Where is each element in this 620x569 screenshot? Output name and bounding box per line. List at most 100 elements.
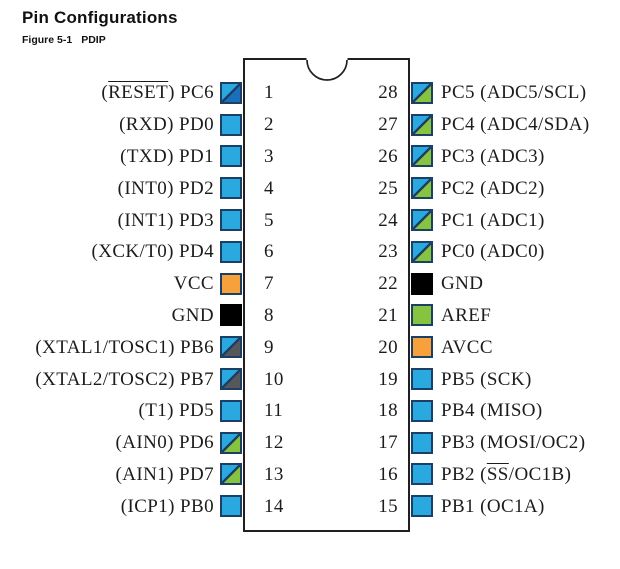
pin-label-pre: AVCC (441, 336, 493, 358)
pin-row: 27 (358, 109, 398, 141)
pin-row: (INT0) PD2 (6, 172, 214, 204)
pin-label-over: SS (486, 463, 509, 485)
pin-row: AVCC (441, 331, 617, 363)
pin-row (411, 490, 433, 522)
pin-number: 28 (378, 82, 398, 104)
pin-label-pre: (XCK/T0) PD4 (91, 241, 214, 263)
pin-row (411, 77, 433, 109)
pin-number: 17 (378, 432, 398, 454)
pin-row: PB3 (MOSI/OC2) (441, 427, 617, 459)
pin-row: PB5 (SCK) (441, 363, 617, 395)
pin-type-square-io (411, 495, 433, 518)
pin-row: (AIN1) PD7 (6, 459, 214, 491)
pin-type-square-analog (411, 113, 433, 136)
pin-row: 10 (264, 363, 304, 395)
pin-row (411, 204, 433, 236)
pin-row: (AIN0) PD6 (6, 427, 214, 459)
pin-label: PC0 (ADC0) (441, 242, 545, 261)
pin-number: 18 (378, 400, 398, 422)
pin-row (411, 300, 433, 332)
pin-label: (RESET) PC6 (101, 83, 214, 102)
pin-row: 26 (358, 141, 398, 173)
pin-row (411, 427, 433, 459)
pin-row (411, 141, 433, 173)
pin-label-pre: PC3 (ADC3) (441, 145, 545, 167)
pin-label-pre: (AIN1) PD7 (115, 463, 214, 485)
pin-label-pre: (RXD) PD0 (119, 114, 214, 136)
pin-label: PC4 (ADC4/SDA) (441, 115, 590, 134)
pin-type-square-io (220, 399, 242, 422)
pin-row (220, 77, 242, 109)
pin-label: PC3 (ADC3) (441, 147, 545, 166)
pin-label: (XCK/T0) PD4 (92, 242, 215, 261)
pin-row: 24 (358, 204, 398, 236)
pin-row (220, 395, 242, 427)
pin-row (220, 331, 242, 363)
pin-number: 11 (264, 400, 284, 422)
pin-label: (ICP1) PB0 (121, 497, 214, 516)
pin-row (411, 363, 433, 395)
pin-row: 7 (264, 268, 304, 300)
pin-row (220, 268, 242, 300)
pin-label: (RXD) PD0 (119, 115, 214, 134)
pin-row (220, 141, 242, 173)
pin-row: GND (6, 300, 214, 332)
pin-row: 22 (358, 268, 398, 300)
pin-type-square-power (411, 336, 433, 359)
pin-row: (XCK/T0) PD4 (6, 236, 214, 268)
pin-label: PC5 (ADC5/SCL) (441, 83, 586, 102)
pin-number: 10 (264, 368, 284, 390)
pin-label-pre: (INT0) PD2 (117, 177, 214, 199)
pin-label-pre: (ICP1) PB0 (120, 495, 214, 517)
figure-header: Pin Configurations Figure 5-1 PDIP (22, 8, 178, 46)
pin-label-pre: VCC (173, 273, 214, 295)
pin-label-pre: AREF (441, 304, 492, 326)
pin-row: PC4 (ADC4/SDA) (441, 109, 617, 141)
pin-row: 13 (264, 459, 304, 491)
pin-row: 11 (264, 395, 304, 427)
pin-number: 26 (378, 145, 398, 167)
pin-type-square-analog (411, 81, 433, 104)
pin-label-pre: PB4 (MISO) (441, 400, 543, 422)
pin-row: 5 (264, 204, 304, 236)
pin-type-square-io (220, 177, 242, 200)
pin-label-pre: GND (171, 304, 214, 326)
pin-row (411, 236, 433, 268)
left-pin-squares-column (220, 77, 242, 522)
left-pin-labels-column: (RESET) PC6 (RXD) PD0 (TXD) PD1 (INT0) PD2 (… (6, 77, 214, 522)
pin-row: 23 (358, 236, 398, 268)
pin-label: (TXD) PD1 (120, 147, 214, 166)
pin-number: 23 (378, 241, 398, 263)
pin-row: 21 (358, 300, 398, 332)
pin-label-pre: (TXD) PD1 (120, 145, 214, 167)
pin-row: AREF (441, 300, 617, 332)
pin-label: (AIN1) PD7 (116, 465, 214, 484)
pin-row: 17 (358, 427, 398, 459)
pin-type-square-power (220, 272, 242, 295)
pin-label: PB4 (MISO) (441, 401, 543, 420)
pin-number: 4 (264, 177, 274, 199)
pin-row (411, 459, 433, 491)
pin-row: 9 (264, 331, 304, 363)
pin-row: (ICP1) PB0 (6, 490, 214, 522)
pin-row: PC1 (ADC1) (441, 204, 617, 236)
pin-row: (RESET) PC6 (6, 77, 214, 109)
pin-row: GND (441, 268, 617, 300)
pin-row (220, 236, 242, 268)
pin-row (220, 427, 242, 459)
left-pin-numbers-column: 1 2 3 4 5 6 7 8 9 10 11 12 13 14 (264, 77, 304, 522)
pin-row (411, 268, 433, 300)
pin-label: (AIN0) PD6 (116, 433, 214, 452)
pin-type-square-ground (220, 304, 242, 327)
pin-label: AVCC (441, 338, 493, 357)
pin-number: 6 (264, 241, 274, 263)
pin-label-pre: PC4 (ADC4/SDA) (441, 114, 590, 136)
pin-type-square-aref (411, 304, 433, 327)
pin-row: 1 (264, 77, 304, 109)
pin-label-pre: (T1) PD5 (138, 400, 214, 422)
pin-label-pre: PC2 (ADC2) (441, 177, 545, 199)
pin-number: 14 (264, 495, 284, 517)
pin-row (220, 109, 242, 141)
right-pin-labels-column: PC5 (ADC5/SCL) PC4 (ADC4/SDA) PC3 (ADC3) PC… (441, 77, 617, 522)
